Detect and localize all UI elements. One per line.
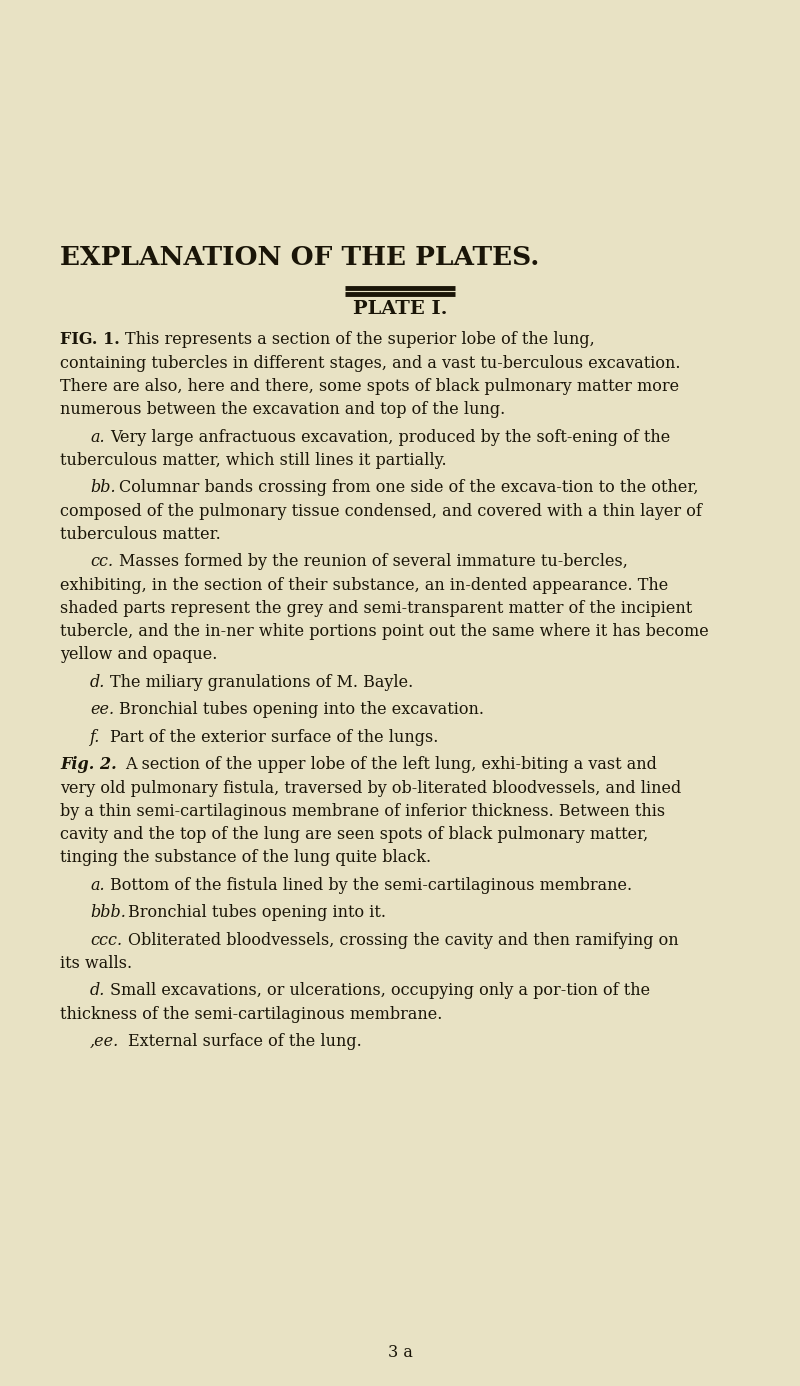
Text: The miliary granulations of M. Bayle.: The miliary granulations of M. Bayle.	[110, 674, 413, 690]
Text: shaded parts represent the grey and semi-transparent matter of the incipient: shaded parts represent the grey and semi…	[60, 600, 692, 617]
Text: tuberculous matter, which still lines it partially.: tuberculous matter, which still lines it…	[60, 452, 446, 468]
Text: Columnar bands crossing from one side of the excava-tion to the other,: Columnar bands crossing from one side of…	[119, 480, 698, 496]
Text: containing tubercles in different stages, and a vast tu-berculous excavation.: containing tubercles in different stages…	[60, 355, 681, 371]
Text: bbb.: bbb.	[90, 904, 126, 922]
Text: tuberculous matter.: tuberculous matter.	[60, 525, 221, 543]
Text: very old pulmonary fistula, traversed by ob-literated bloodvessels, and lined: very old pulmonary fistula, traversed by…	[60, 779, 682, 797]
Text: a.: a.	[90, 428, 105, 445]
Text: Obliterated bloodvessels, crossing the cavity and then ramifying on: Obliterated bloodvessels, crossing the c…	[128, 931, 678, 948]
Text: ee.: ee.	[90, 701, 114, 718]
Text: cavity and the top of the lung are seen spots of black pulmonary matter,: cavity and the top of the lung are seen …	[60, 826, 648, 843]
Text: by a thin semi-cartilaginous membrane of inferior thickness. Between this: by a thin semi-cartilaginous membrane of…	[60, 802, 665, 819]
Text: composed of the pulmonary tissue condensed, and covered with a thin layer of: composed of the pulmonary tissue condens…	[60, 503, 702, 520]
Text: Bronchial tubes opening into the excavation.: Bronchial tubes opening into the excavat…	[119, 701, 484, 718]
Text: thickness of the semi-cartilaginous membrane.: thickness of the semi-cartilaginous memb…	[60, 1006, 442, 1023]
Text: External surface of the lung.: External surface of the lung.	[128, 1033, 362, 1051]
Text: This represents a section of the superior lobe of the lung,: This represents a section of the superio…	[125, 331, 594, 348]
Text: cc.: cc.	[90, 553, 113, 570]
Text: d.: d.	[90, 674, 106, 690]
Text: Bronchial tubes opening into it.: Bronchial tubes opening into it.	[128, 904, 386, 922]
Text: its walls.: its walls.	[60, 955, 132, 972]
Text: 3 a: 3 a	[387, 1344, 413, 1361]
Text: FIG. 1.: FIG. 1.	[60, 331, 120, 348]
Text: bb.: bb.	[90, 480, 116, 496]
Text: f.: f.	[90, 729, 100, 746]
Text: a.: a.	[90, 877, 105, 894]
Text: Fig. 2.: Fig. 2.	[60, 757, 117, 773]
Text: tinging the substance of the lung quite black.: tinging the substance of the lung quite …	[60, 850, 431, 866]
Text: ccc.: ccc.	[90, 931, 122, 948]
Text: d.: d.	[90, 983, 106, 999]
Text: There are also, here and there, some spots of black pulmonary matter more: There are also, here and there, some spo…	[60, 378, 679, 395]
Text: PLATE I.: PLATE I.	[353, 301, 447, 319]
Text: Very large anfractuous excavation, produced by the soft-ening of the: Very large anfractuous excavation, produ…	[110, 428, 670, 445]
Text: yellow and opaque.: yellow and opaque.	[60, 646, 218, 664]
Text: Small excavations, or ulcerations, occupying only a por-tion of the: Small excavations, or ulcerations, occup…	[110, 983, 650, 999]
Text: EXPLANATION OF THE PLATES.: EXPLANATION OF THE PLATES.	[60, 245, 539, 270]
Text: ,ee.: ,ee.	[90, 1033, 119, 1051]
Text: Bottom of the fistula lined by the semi-cartilaginous membrane.: Bottom of the fistula lined by the semi-…	[110, 877, 632, 894]
Text: exhibiting, in the section of their substance, an in-dented appearance. The: exhibiting, in the section of their subs…	[60, 577, 668, 593]
Text: Masses formed by the reunion of several immature tu-bercles,: Masses formed by the reunion of several …	[119, 553, 628, 570]
Text: A section of the upper lobe of the left lung, exhi-biting a vast and: A section of the upper lobe of the left …	[125, 757, 657, 773]
Text: tubercle, and the in-ner white portions point out the same where it has become: tubercle, and the in-ner white portions …	[60, 624, 709, 640]
Text: numerous between the excavation and top of the lung.: numerous between the excavation and top …	[60, 401, 506, 419]
Text: Part of the exterior surface of the lungs.: Part of the exterior surface of the lung…	[110, 729, 438, 746]
